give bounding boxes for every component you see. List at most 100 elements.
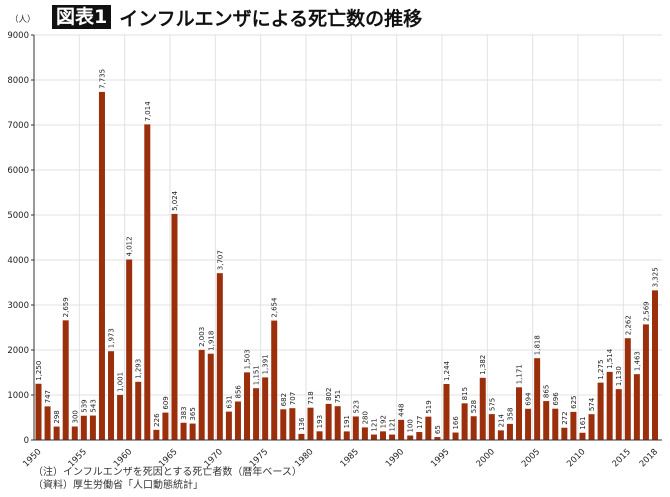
bar-2004 xyxy=(525,408,532,440)
bar-1965 xyxy=(171,213,178,440)
x-tick-label: 1990 xyxy=(384,447,406,469)
bar-1956 xyxy=(89,415,96,440)
data-label: 1,151 xyxy=(253,365,261,385)
bar-1952 xyxy=(53,426,60,440)
bar-2005 xyxy=(534,358,541,440)
data-label: 2,262 xyxy=(624,315,632,335)
bar-1974 xyxy=(253,388,260,440)
bar-1964 xyxy=(162,412,169,440)
bar-1960 xyxy=(126,259,133,440)
data-label: 2,654 xyxy=(271,297,279,318)
note-text: （注）インフルエンザを死因とする死亡者数（暦年ベース） xyxy=(33,467,302,478)
bar-1993 xyxy=(425,416,432,440)
data-label: 7,735 xyxy=(98,69,106,89)
data-label: 298 xyxy=(53,410,61,423)
bar-2016 xyxy=(633,374,640,440)
bar-2009 xyxy=(570,411,577,440)
bar-1953 xyxy=(62,320,69,440)
bar-1992 xyxy=(416,432,423,440)
data-label: 192 xyxy=(380,415,388,428)
bar-2003 xyxy=(516,387,523,440)
data-label: 2,659 xyxy=(62,297,70,317)
data-label: 1,918 xyxy=(207,331,215,351)
y-tick-label: 7000 xyxy=(7,121,29,131)
y-tick-label: 4000 xyxy=(7,256,29,266)
data-label: 856 xyxy=(234,385,242,399)
bar-2012 xyxy=(597,382,604,440)
bar-2013 xyxy=(606,371,613,440)
y-tick-label: 5000 xyxy=(7,211,29,221)
data-label: 358 xyxy=(506,408,514,421)
data-label: 815 xyxy=(461,387,469,400)
bar-2017 xyxy=(642,324,649,440)
y-tick-label: 3000 xyxy=(7,301,29,311)
figure-label: 図表1 xyxy=(52,5,112,29)
bar-1979 xyxy=(298,433,305,440)
bar-1986 xyxy=(361,427,368,440)
bar-1968 xyxy=(198,349,205,440)
bar-1998 xyxy=(470,416,477,440)
data-label: 383 xyxy=(180,406,188,419)
data-label: 136 xyxy=(298,417,306,431)
bar-2015 xyxy=(624,338,631,440)
data-label: 4,012 xyxy=(126,236,134,256)
data-label: 631 xyxy=(225,395,233,408)
data-label: 214 xyxy=(497,413,505,427)
data-label: 802 xyxy=(325,388,333,401)
y-tick-label: 1000 xyxy=(7,391,29,401)
data-label: 1,382 xyxy=(479,355,487,375)
x-tick-label: 1985 xyxy=(339,447,361,469)
data-label: 539 xyxy=(80,399,88,412)
bar-1959 xyxy=(117,394,124,440)
bar-2007 xyxy=(552,408,559,440)
x-tick-label: 2018 xyxy=(638,447,660,469)
bar-1980 xyxy=(307,407,314,440)
data-label: 65 xyxy=(434,425,442,434)
data-label: 226 xyxy=(153,413,161,427)
bar-2011 xyxy=(588,414,595,440)
data-label: 682 xyxy=(280,393,288,406)
data-label: 696 xyxy=(552,392,560,406)
bar-1999 xyxy=(479,377,486,440)
data-label: 694 xyxy=(525,392,533,406)
bar-1987 xyxy=(370,434,377,440)
bar-2006 xyxy=(543,401,550,440)
data-label: 1,391 xyxy=(262,354,270,374)
source-text: （資料）厚生労働省「人口動態統計」 xyxy=(33,480,203,491)
data-label: 121 xyxy=(370,418,378,431)
data-label: 1,973 xyxy=(108,328,116,348)
data-label: 365 xyxy=(189,407,197,420)
bar-1989 xyxy=(389,434,396,440)
data-label: 528 xyxy=(470,400,478,413)
bar-1982 xyxy=(325,403,332,440)
data-label: 751 xyxy=(334,390,342,403)
bar-1984 xyxy=(343,431,350,440)
bar-1988 xyxy=(380,431,387,440)
data-label: 5,024 xyxy=(171,190,179,211)
data-label: 1,171 xyxy=(516,364,524,384)
data-label: 100 xyxy=(407,419,415,432)
data-label: 1,293 xyxy=(135,359,143,379)
data-label: 2,569 xyxy=(642,301,650,321)
data-label: 609 xyxy=(162,396,170,409)
bar-1951 xyxy=(44,406,51,440)
bar-1991 xyxy=(407,435,414,440)
data-label: 166 xyxy=(452,416,460,430)
data-label: 1,503 xyxy=(244,349,252,369)
bar-1971 xyxy=(225,411,232,440)
data-label: 747 xyxy=(44,390,52,403)
bar-1996 xyxy=(452,432,459,440)
y-tick-label: 2000 xyxy=(7,346,29,356)
data-label: 707 xyxy=(289,392,297,405)
chart-title: 図表1 インフルエンザによる死亡数の推移 xyxy=(52,4,422,30)
data-label: 574 xyxy=(588,397,596,411)
data-label: 193 xyxy=(316,415,324,428)
bar-1973 xyxy=(244,372,251,440)
bar-1975 xyxy=(262,377,269,440)
data-label: 1,818 xyxy=(534,335,542,355)
data-label: 280 xyxy=(361,411,369,424)
bar-2018 xyxy=(652,290,658,440)
data-label: 7,014 xyxy=(144,101,152,122)
y-tick-label: 6000 xyxy=(7,166,29,176)
